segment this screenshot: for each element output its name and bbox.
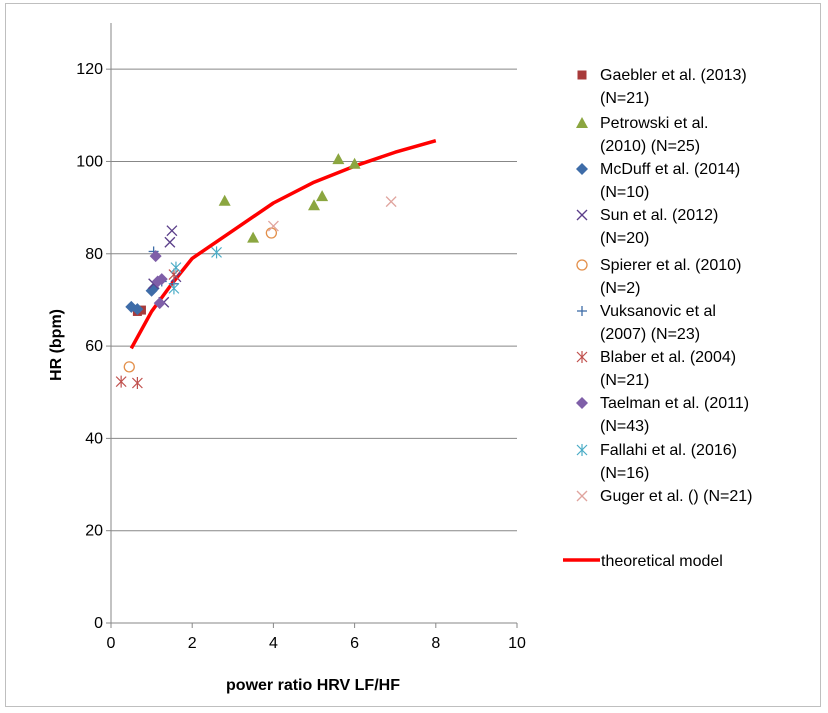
legend-marker-2 (576, 163, 588, 175)
legend-marker-6 (576, 351, 588, 363)
legend-label-0: Gaebler et al. (2013) (N=21) (600, 67, 747, 107)
legend-label-1: Petrowski et al. (2010) (N=25) (600, 115, 708, 155)
point-s4-1 (265, 227, 278, 239)
point-s6-2 (168, 268, 180, 281)
data-points (115, 153, 397, 389)
point-s1-0 (218, 194, 231, 206)
x-axis-title: power ratio HRV LF/HF (226, 677, 400, 694)
point-s8-1 (170, 261, 182, 274)
legend: Gaebler et al. (2013) (N=21) Petrowski et … (563, 67, 753, 570)
legend-label-6: Blaber et al. (2004) (N=21) (600, 349, 736, 389)
y-tick-label-2: 40 (85, 430, 103, 447)
y-tick-label-3: 60 (85, 338, 103, 355)
point-s1-5 (348, 157, 361, 169)
point-s1-2 (308, 199, 320, 211)
y-axis-title: HR (bpm) (48, 309, 65, 381)
point-s9-0 (267, 220, 279, 232)
legend-marker-3 (576, 209, 588, 221)
point-s3-3 (166, 225, 178, 237)
x-tick-label-4: 8 (431, 635, 440, 652)
legend-marker-8 (576, 444, 588, 456)
legend-label-5: Vuksanovic et al (2007) (N=23) (600, 303, 716, 343)
y-tick-label-4: 80 (85, 246, 103, 263)
point-s4-0 (123, 361, 135, 373)
legend-label-3: Sun et al. (2012) (N=20) (600, 207, 718, 247)
chart-frame (5, 3, 821, 707)
point-s9-1 (385, 196, 397, 208)
x-tick-label-1: 2 (188, 635, 197, 652)
x-tick-label-5: 10 (508, 635, 526, 652)
x-tick-label-0: 0 (107, 635, 116, 652)
point-s7-0 (149, 250, 162, 263)
legend-label-8: Fallahi et al. (2016) (N=16) (600, 442, 737, 482)
legend-label-model: theoretical model (601, 553, 723, 570)
legend-marker-5 (577, 306, 587, 316)
point-s2-1 (131, 303, 144, 316)
y-tick-label-5: 100 (76, 153, 103, 170)
point-s8-2 (211, 246, 222, 259)
legend-marker-4 (576, 259, 588, 271)
point-s1-4 (332, 153, 345, 165)
legend-label-2: McDuff et al. (2014) (N=10) (600, 161, 740, 201)
point-s8-0 (168, 282, 180, 295)
x-tick-label-3: 6 (350, 635, 359, 652)
point-s7-2 (153, 297, 166, 310)
point-s3-2 (164, 236, 176, 248)
point-s1-1 (247, 231, 260, 243)
y-tick-label-6: 120 (76, 61, 103, 78)
point-s6-1 (131, 377, 143, 389)
legend-label-9: Guger et al. () (N=21) (600, 488, 753, 505)
legend-label-7: Taelman et al. (2011) (N=43) (600, 395, 749, 435)
model-line (129, 139, 437, 350)
x-tick-label-2: 4 (269, 635, 278, 652)
point-s1-3 (316, 190, 329, 202)
y-tick-label-1: 20 (85, 523, 103, 540)
y-tick-label-0: 0 (94, 615, 103, 632)
legend-label-4: Spierer et al. (2010) (N=2) (600, 257, 741, 297)
model-layer (129, 139, 437, 350)
legend-marker-7 (576, 397, 588, 409)
legend-marker-1 (576, 117, 588, 128)
legend-marker-9 (576, 490, 588, 502)
gridlines (111, 68, 517, 532)
point-s7-3 (155, 273, 168, 286)
axes: 0 20 40 60 80 100 120 0 2 4 6 8 10 (76, 23, 526, 652)
legend-marker-0 (577, 70, 587, 80)
point-s6-0 (115, 375, 127, 388)
